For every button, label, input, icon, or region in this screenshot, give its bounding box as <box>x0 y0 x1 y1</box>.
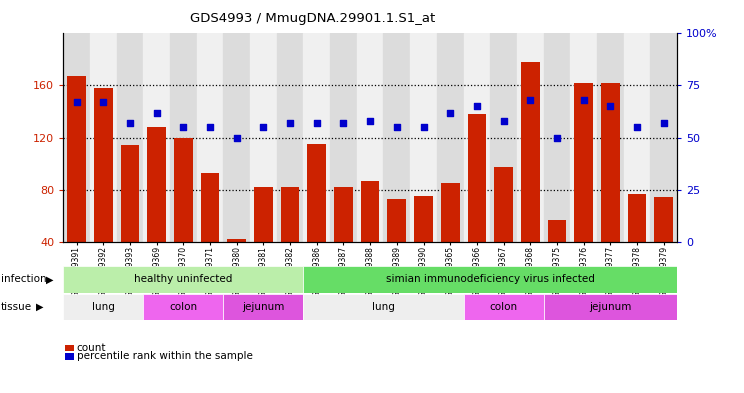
Point <box>338 120 350 126</box>
Bar <box>361 180 379 242</box>
Point <box>525 97 536 103</box>
Bar <box>63 294 144 320</box>
Bar <box>574 83 593 242</box>
Bar <box>121 145 139 242</box>
Point <box>204 124 216 130</box>
Text: ▶: ▶ <box>46 274 54 285</box>
Text: lung: lung <box>372 302 395 312</box>
Point <box>417 124 429 130</box>
Text: simian immunodeficiency virus infected: simian immunodeficiency virus infected <box>386 274 594 285</box>
Text: lung: lung <box>92 302 115 312</box>
Bar <box>196 33 223 242</box>
Bar <box>655 197 673 242</box>
Text: infection: infection <box>1 274 46 285</box>
Point <box>177 124 189 130</box>
Point <box>391 124 403 130</box>
Bar <box>521 62 539 242</box>
Bar <box>144 33 170 242</box>
Bar <box>548 220 566 242</box>
Bar <box>223 33 250 242</box>
Bar <box>174 138 193 242</box>
Bar <box>254 187 273 242</box>
Bar <box>250 33 277 242</box>
Bar <box>357 33 383 242</box>
Point <box>151 109 163 116</box>
Bar <box>63 33 90 242</box>
Bar <box>601 83 620 242</box>
Bar <box>467 114 487 242</box>
Point <box>471 103 483 109</box>
Bar <box>544 33 571 242</box>
Point <box>498 118 510 124</box>
Text: ▶: ▶ <box>36 302 43 312</box>
Bar <box>410 33 437 242</box>
Bar <box>201 173 219 242</box>
Text: GDS4993 / MmugDNA.29901.1.S1_at: GDS4993 / MmugDNA.29901.1.S1_at <box>190 12 435 25</box>
Bar <box>94 88 112 242</box>
Bar <box>334 187 353 242</box>
Point <box>284 120 296 126</box>
Bar <box>117 33 144 242</box>
Bar <box>147 127 166 242</box>
Bar <box>623 33 650 242</box>
Point <box>97 99 109 105</box>
Point <box>551 134 563 141</box>
Bar <box>571 33 597 242</box>
Text: percentile rank within the sample: percentile rank within the sample <box>77 351 252 362</box>
Point <box>124 120 136 126</box>
Bar <box>414 196 433 242</box>
Bar <box>494 167 513 242</box>
Text: jejunum: jejunum <box>243 302 284 312</box>
Point <box>257 124 269 130</box>
Bar <box>144 294 223 320</box>
Bar <box>628 193 647 242</box>
Bar <box>304 266 677 293</box>
Text: colon: colon <box>170 302 197 312</box>
Bar <box>517 33 544 242</box>
Bar <box>67 76 86 242</box>
Text: colon: colon <box>490 302 518 312</box>
Bar <box>228 239 246 242</box>
Point <box>365 118 376 124</box>
Bar <box>437 33 464 242</box>
Point <box>311 120 323 126</box>
Point <box>231 134 243 141</box>
Text: tissue: tissue <box>1 302 32 312</box>
Text: jejunum: jejunum <box>589 302 632 312</box>
Bar <box>63 266 304 293</box>
Point <box>631 124 643 130</box>
Text: healthy uninfected: healthy uninfected <box>134 274 233 285</box>
Bar <box>597 33 623 242</box>
Bar <box>304 33 330 242</box>
Bar <box>223 294 304 320</box>
Bar <box>277 33 304 242</box>
Bar <box>464 33 490 242</box>
Point <box>71 99 83 105</box>
Point <box>444 109 456 116</box>
Bar <box>280 187 299 242</box>
Bar <box>304 294 464 320</box>
Bar <box>307 144 326 242</box>
Bar <box>490 33 517 242</box>
Bar <box>464 294 544 320</box>
Point <box>604 103 616 109</box>
Bar <box>544 294 677 320</box>
Bar <box>388 199 406 242</box>
Bar <box>441 183 460 242</box>
Bar <box>650 33 677 242</box>
Bar <box>90 33 117 242</box>
Point <box>658 120 670 126</box>
Point <box>577 97 589 103</box>
Bar <box>383 33 410 242</box>
Bar <box>330 33 357 242</box>
Bar <box>170 33 196 242</box>
Text: count: count <box>77 343 106 353</box>
